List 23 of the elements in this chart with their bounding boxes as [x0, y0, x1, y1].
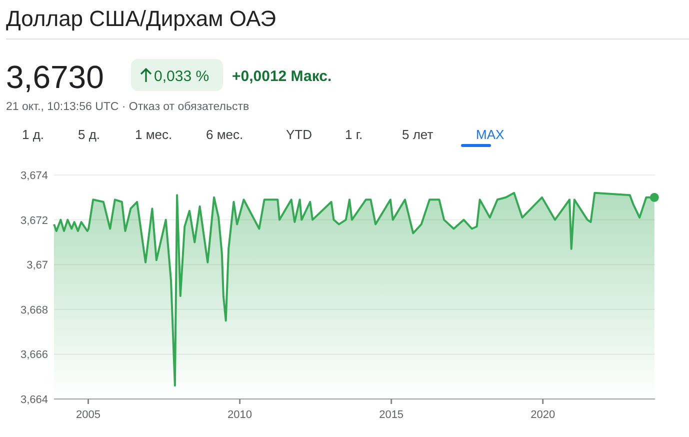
text: 1 г.: [345, 127, 363, 142]
y-tick-label: 3,668: [20, 304, 48, 316]
text: YTD: [286, 127, 312, 142]
x-tick-label: 2010: [228, 409, 252, 421]
text: 6 мес.: [206, 127, 244, 142]
text: 0,033 %: [154, 68, 210, 85]
y-tick-label: 3,674: [20, 170, 48, 182]
text: 5 лет: [402, 127, 434, 142]
text: 1 д.: [22, 127, 44, 142]
x-tick-label: 2015: [379, 409, 404, 421]
y-tick-label: 3,664: [20, 394, 48, 406]
y-tick-label: 3,672: [20, 214, 48, 227]
x-tick-label: 2020: [530, 409, 556, 421]
x-tick-label: 2005: [76, 409, 100, 421]
text: 3,6730: [6, 59, 104, 95]
text: 5 д.: [78, 127, 100, 142]
y-tick-label: 3,666: [20, 349, 48, 362]
text: 21 окт., 10:13:56 UTC · Отказ от обязательств: [6, 101, 250, 113]
text: +0,0012 Макс.: [232, 68, 332, 85]
text: 1 мес.: [135, 127, 172, 142]
text: MAX: [476, 127, 504, 142]
y-tick-label: 3,67: [26, 260, 48, 272]
chart-title: Доллар США/Дирхам ОАЭ: [6, 6, 276, 31]
